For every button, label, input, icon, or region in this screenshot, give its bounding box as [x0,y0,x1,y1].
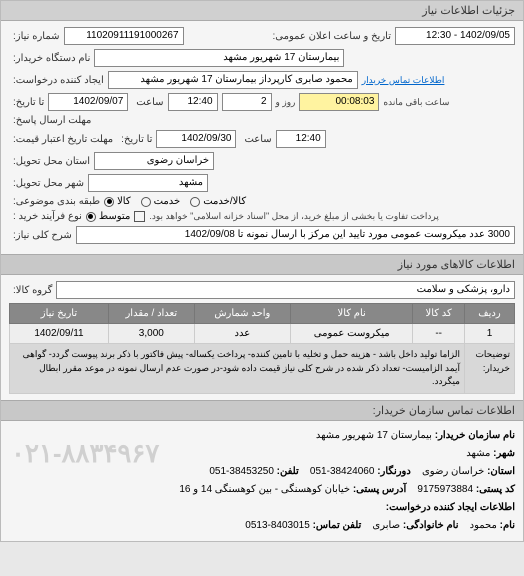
cell-unit: عدد [194,324,290,344]
goods-table: ردیف کد کالا نام کالا واحد شمارش تعداد /… [9,303,515,394]
contact-area: ۰۲۱-۸۸۳۴۹۶۷ نام سازمان خریدار: بیمارستان… [1,421,523,541]
contact-city-label: شهر: [493,448,515,459]
deadline-time-field: 12:40 [168,93,218,111]
validity-to-label: تا تاریخ: [117,134,152,145]
radio-kalakhadamat[interactable]: کالا/خدمت [190,196,246,207]
creator-section-label: اطلاعات ایجاد کننده درخواست: [386,502,515,513]
contact-city-value: مشهد [466,448,490,459]
public-datetime-field: 1402/09/05 - 12:30 [395,27,515,45]
cell-code: -- [413,324,465,344]
remaining-days-field: 2 [222,93,272,111]
budget-label: طبقه بندی موضوعی: [9,196,100,207]
contact-province-value: خراسان رضوی [422,466,484,477]
goods-area: دارو، پزشکی و سلامت گروه کالا: ردیف کد ک… [1,275,523,400]
public-datetime-label: تاریخ و ساعت اعلان عمومی: [269,31,392,42]
col-qty: تعداد / مقدار [108,304,194,324]
validity-time-field: 12:40 [276,130,326,148]
cell-qty: 3,000 [108,324,194,344]
deadline-from-label: تا تاریخ: [9,97,44,108]
fax-label: دورنگار: [377,466,411,477]
deadline-label: مهلت ارسال پاسخ: [9,115,91,126]
radio-kala[interactable]: کالا [104,196,131,207]
requirement-details-panel: جزئیات اطلاعات نیاز 1402/09/05 - 12:30 ت… [0,0,524,542]
request-no-field: 11020911191000267 [64,27,184,45]
address-label: آدرس پستی: [353,484,406,495]
goods-section-header: اطلاعات کالاهای مورد نیاز [1,254,523,275]
contact-section-header: اطلاعات تماس سازمان خریدار: [1,400,523,421]
col-row: ردیف [465,304,515,324]
table-remark-row: توضیحات خریدار: الزاما تولید داخل باشد -… [10,344,515,394]
radio-dot-filled-icon [104,197,114,207]
panel-title: جزئیات اطلاعات نیاز [422,5,515,17]
remaining-suffix: ساعت باقی مانده [383,97,449,108]
radio-khadamat[interactable]: خدمت [141,196,181,207]
deadline-date-field: 1402/09/07 [48,93,128,111]
name-value: محمود [470,520,497,531]
postal-value: 9175973884 [417,484,473,495]
validity-time-label: ساعت [240,134,271,145]
contact-link[interactable]: اطلاعات تماس خریدار [362,75,445,86]
fax-value: 38424060-051 [310,466,375,477]
table-row: 1 -- میکروست عمومی عدد 3,000 1402/09/11 [10,324,515,344]
postal-label: کد پستی: [476,484,515,495]
org-value: بیمارستان 17 شهریور مشهد [316,430,432,441]
lname-label: نام خانوادگی: [403,520,459,531]
form-area: 1402/09/05 - 12:30 تاریخ و ساعت اعلان عم… [1,21,523,254]
desc-label: شرح کلی نیاز: [9,230,72,241]
validity-date-field: 1402/09/30 [156,130,236,148]
buyer-org-label: نام دستگاه خریدار: [9,53,90,64]
radio-dot-filled-icon [86,212,96,222]
address-value: خیابان کوهسنگی - بین کوهسنگی 14 و 16 [179,484,350,495]
remark-text-cell: الزاما تولید داخل باشد - هزینه حمل و تخل… [10,344,465,394]
cell-date: 1402/09/11 [10,324,109,344]
treasury-checkbox[interactable] [134,211,145,222]
city-label: شهر محل تحویل: [9,178,84,189]
process-label: نوع فرآیند خرید : [9,211,82,222]
days-and: روز و [276,97,296,108]
cell-idx: 1 [465,324,515,344]
org-label: نام سازمان خریدار: [435,430,515,441]
name-label: نام: [500,520,515,531]
goods-section-title: اطلاعات کالاهای مورد نیاز [398,259,515,271]
cell-name: میکروست عمومی [291,324,413,344]
requester-label: ایجاد کننده درخواست: [9,75,104,86]
city-field: مشهد [88,174,208,192]
process-radio-group: متوسط [86,211,130,222]
panel-header: جزئیات اطلاعات نیاز [1,1,523,21]
creator-phone-value: 8403015-0513 [245,520,310,531]
group-field: دارو، پزشکی و سلامت [56,281,515,299]
remark-label-cell: توضیحات خریدار: [465,344,515,394]
desc-field: 3000 عدد میکروست عمومی مورد تایید این مر… [76,226,515,244]
buyer-org-field: بیمارستان 17 شهریور مشهد [94,49,344,67]
radio-medium[interactable]: متوسط [86,211,130,222]
group-label: گروه کالا: [9,285,52,296]
phone2-label: تلفن: [277,466,299,477]
requester-field: محمود صابری کارپرداز بیمارستان 17 شهریور… [108,71,358,89]
request-no-label: شماره نیاز: [9,31,60,42]
validity-label: مهلت تاریخ اعتبار قیمت: [9,134,113,145]
province-field: خراسان رضوی [94,152,214,170]
col-date: تاریخ نیاز [10,304,109,324]
phone2-value: 38453250-051 [209,466,274,477]
remaining-time-field: 00:08:03 [299,93,379,111]
deadline-time-label: ساعت [132,97,163,108]
contact-section-title: اطلاعات تماس سازمان خریدار: [373,405,515,417]
col-unit: واحد شمارش [194,304,290,324]
col-name: نام کالا [291,304,413,324]
creator-phone-label: تلفن تماس: [313,520,362,531]
treasury-note: پرداخت تفاوت یا بخشی از مبلغ خرید، از مح… [149,211,439,222]
radio-dot-icon [190,197,200,207]
province-label: استان محل تحویل: [9,156,90,167]
col-code: کد کالا [413,304,465,324]
lname-value: صابری [372,520,400,531]
contact-province-label: استان: [487,466,515,477]
radio-dot-icon [141,197,151,207]
subject-radio-group: کالا/خدمت خدمت کالا [104,196,246,207]
